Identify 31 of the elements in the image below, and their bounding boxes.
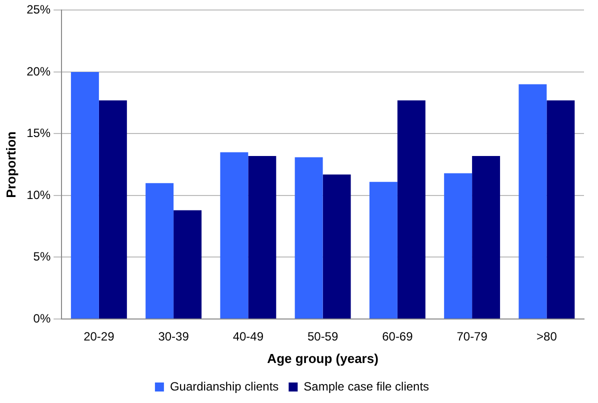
bar [369,182,398,318]
x-tick-label: 40-49 [232,330,264,344]
bar [472,156,500,318]
legend-label: Sample case file clients [304,379,430,394]
x-tick-label: >80 [536,330,558,344]
bar [444,173,472,318]
x-tick-label: 60-69 [382,330,414,344]
x-tick-label: 20-29 [84,330,115,344]
x-tick-label: 30-39 [158,330,190,344]
bar [174,210,202,318]
bar [98,100,127,318]
y-tick-label: 0% [33,311,51,326]
x-tick-label: 50-59 [307,330,338,344]
bar [220,152,248,318]
y-tick-label: 10% [26,188,51,202]
y-tick-label: 15% [26,126,51,140]
bar [70,72,99,318]
bar [518,84,547,318]
bar [322,174,351,318]
bar [248,156,276,318]
y-tick-label: 20% [26,64,51,78]
bar [546,100,575,318]
x-axis-title: Age group (years) [267,350,378,366]
bar [146,183,174,318]
y-tick-label: 25% [26,2,51,17]
bar [294,157,323,318]
bar [397,100,426,318]
x-tick-label: 70-79 [456,330,488,344]
y-tick-label: 5% [33,250,51,264]
legend-label: Guardianship clients [170,379,279,394]
y-axis-title: Proportion [3,131,18,198]
